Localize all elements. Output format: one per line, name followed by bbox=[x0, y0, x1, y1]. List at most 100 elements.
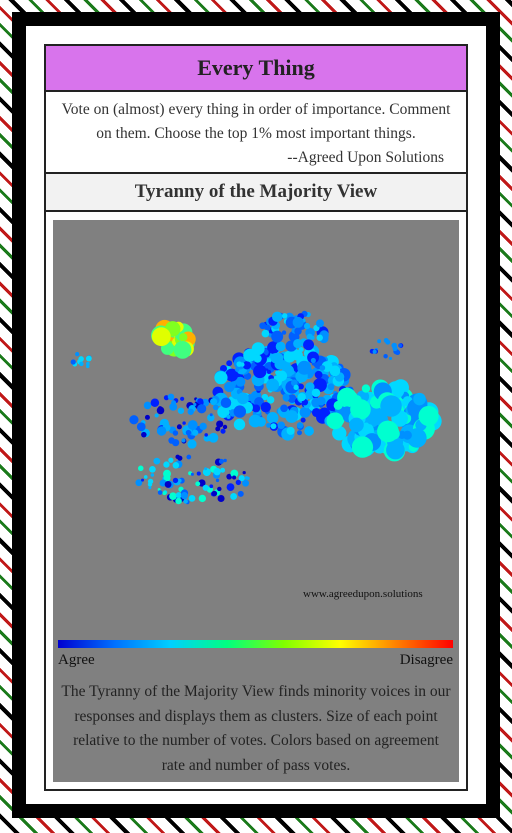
cluster-point bbox=[296, 422, 304, 429]
cluster-point bbox=[235, 376, 246, 387]
cluster-point bbox=[238, 475, 245, 482]
cluster-point bbox=[266, 396, 275, 404]
cluster-point bbox=[266, 422, 271, 428]
cluster-point bbox=[270, 353, 281, 364]
title: Every Thing bbox=[46, 46, 466, 92]
cluster-point bbox=[252, 404, 261, 413]
cluster-point bbox=[188, 494, 196, 502]
cluster-point bbox=[292, 316, 304, 328]
cluster-point bbox=[168, 457, 174, 463]
cluster-point bbox=[264, 324, 271, 331]
cluster-point bbox=[157, 490, 163, 495]
cluster-point bbox=[352, 395, 362, 405]
cluster-point bbox=[187, 420, 198, 430]
cluster-point bbox=[237, 490, 244, 497]
cluster-point bbox=[171, 400, 177, 406]
cluster-point bbox=[266, 378, 280, 392]
cluster-point bbox=[196, 404, 207, 414]
cluster-point bbox=[172, 477, 179, 484]
cluster-point bbox=[185, 429, 192, 436]
watermark: www.agreedupon.solutions bbox=[303, 588, 423, 600]
cluster-point bbox=[332, 426, 347, 441]
cluster-point bbox=[198, 479, 206, 487]
cluster-point bbox=[85, 364, 90, 369]
cluster-point bbox=[311, 388, 321, 398]
cluster-point bbox=[79, 361, 84, 367]
cluster-point bbox=[220, 467, 226, 473]
cluster-point bbox=[192, 429, 199, 436]
cluster-point bbox=[377, 420, 399, 443]
cluster-point bbox=[172, 439, 180, 447]
cluster-point bbox=[175, 497, 182, 505]
cluster-point bbox=[316, 334, 323, 341]
description: Vote on (almost) every thing in order of… bbox=[46, 92, 466, 174]
cluster-point bbox=[156, 426, 167, 436]
cluster-point bbox=[240, 362, 245, 367]
description-text: Vote on (almost) every thing in order of… bbox=[61, 101, 451, 142]
cluster-point bbox=[386, 440, 405, 460]
cluster-point bbox=[129, 415, 139, 425]
cluster-point bbox=[383, 338, 389, 343]
cluster-point bbox=[217, 405, 230, 419]
cluster-point bbox=[186, 454, 192, 460]
cluster-point bbox=[198, 494, 207, 503]
cluster-point bbox=[217, 494, 225, 503]
cluster-point bbox=[285, 410, 299, 423]
cluster-point bbox=[243, 348, 257, 362]
cluster-point bbox=[226, 473, 233, 480]
cluster-point bbox=[297, 392, 306, 402]
cluster-point bbox=[257, 400, 262, 405]
scale-right-label: Disagree bbox=[399, 652, 453, 668]
scale-left-label: Agree bbox=[58, 652, 95, 668]
cluster-point bbox=[316, 319, 325, 328]
cluster-point bbox=[271, 330, 284, 343]
cluster-point bbox=[141, 478, 145, 482]
cluster-point bbox=[183, 499, 188, 504]
cluster-point bbox=[181, 438, 186, 443]
cluster-point bbox=[217, 486, 222, 492]
cluster-point bbox=[190, 472, 194, 476]
cluster-point bbox=[270, 423, 277, 430]
cluster-point bbox=[136, 422, 146, 432]
cluster-point bbox=[282, 313, 288, 319]
cluster-point bbox=[319, 365, 326, 371]
cluster-point bbox=[220, 428, 226, 434]
cluster-point bbox=[75, 352, 80, 357]
cluster-point bbox=[202, 484, 209, 491]
cluster-point bbox=[299, 406, 311, 418]
cluster-point bbox=[215, 478, 220, 483]
cluster-point bbox=[307, 351, 320, 364]
cluster-point bbox=[172, 430, 179, 436]
cluster-point bbox=[394, 349, 401, 356]
cluster-point bbox=[216, 420, 224, 428]
cluster-point bbox=[366, 415, 376, 425]
cluster-point bbox=[266, 412, 279, 424]
cluster-point bbox=[242, 479, 250, 487]
cluster-point bbox=[342, 406, 352, 415]
cluster-point bbox=[391, 342, 398, 349]
cluster-point bbox=[304, 426, 314, 436]
cluster-point bbox=[261, 329, 270, 338]
cluster-point bbox=[248, 414, 262, 428]
cluster-point bbox=[215, 426, 221, 432]
cluster-point bbox=[380, 395, 402, 417]
cluster-point bbox=[361, 384, 371, 393]
cluster-point bbox=[226, 360, 233, 367]
cluster-point bbox=[207, 413, 215, 422]
cluster-point bbox=[286, 426, 295, 435]
cluster-point bbox=[179, 333, 188, 342]
cluster-point bbox=[287, 394, 297, 403]
cluster-point bbox=[173, 341, 192, 359]
cluster-point bbox=[149, 465, 156, 473]
cluster-point bbox=[261, 393, 269, 401]
cluster-point bbox=[244, 476, 249, 480]
cluster-point bbox=[150, 398, 160, 408]
cluster-point bbox=[180, 396, 185, 401]
cluster-point bbox=[70, 359, 76, 365]
cluster-point bbox=[377, 339, 382, 344]
cluster-point bbox=[175, 492, 182, 499]
cluster-point bbox=[197, 398, 204, 405]
cluster-point bbox=[167, 393, 175, 401]
cluster-point bbox=[242, 470, 246, 475]
